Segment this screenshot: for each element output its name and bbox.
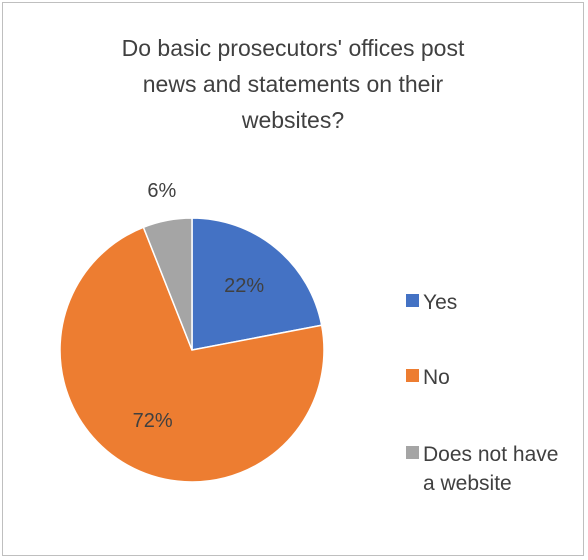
- legend-item-yes: Yes: [406, 288, 457, 317]
- data-label-no: 72%: [133, 410, 173, 432]
- legend-swatch-no-website: [406, 446, 419, 459]
- legend-label-no-website-line-1: Does not have: [423, 440, 558, 469]
- legend-label-yes: Yes: [423, 288, 457, 317]
- legend-swatch-yes: [406, 294, 419, 307]
- legend-label-no-website-line-2: a website: [423, 469, 558, 498]
- legend-swatch-no: [406, 369, 419, 382]
- data-label-yes: 22%: [224, 275, 264, 297]
- legend-label-no: No: [423, 363, 450, 392]
- legend-label-no-website: Does not have a website: [423, 440, 558, 498]
- legend-item-no-website: Does not have a website: [406, 440, 558, 498]
- data-label-no-website: 6%: [147, 180, 176, 202]
- legend-item-no: No: [406, 363, 450, 392]
